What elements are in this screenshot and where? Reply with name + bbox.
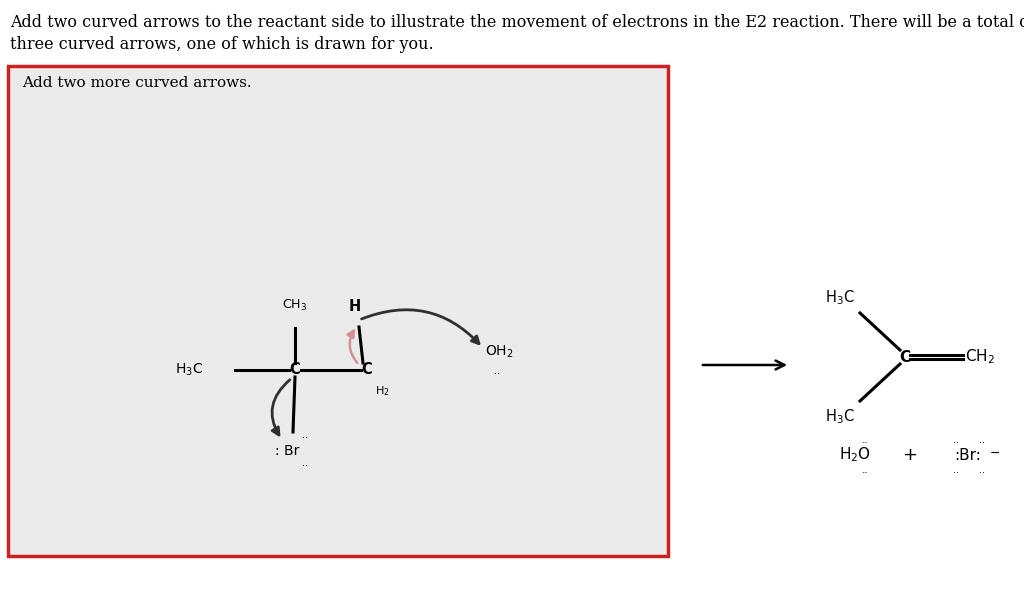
Bar xyxy=(22,108,654,546)
FancyArrowPatch shape xyxy=(361,310,479,344)
Text: ..: .. xyxy=(979,465,985,475)
Text: $\mathsf{CH_2}$: $\mathsf{CH_2}$ xyxy=(965,348,995,367)
Text: −: − xyxy=(990,447,1000,460)
Text: three curved arrows, one of which is drawn for you.: three curved arrows, one of which is dra… xyxy=(10,36,433,53)
Text: +: + xyxy=(902,446,918,464)
Text: $\mathsf{OH_2}$: $\mathsf{OH_2}$ xyxy=(485,344,514,360)
Text: H: H xyxy=(349,299,361,314)
Text: $\mathsf{H_3C}$: $\mathsf{H_3C}$ xyxy=(825,288,855,307)
Text: ..: .. xyxy=(861,465,868,475)
FancyArrowPatch shape xyxy=(347,330,357,363)
Text: $\mathsf{H_3C}$: $\mathsf{H_3C}$ xyxy=(825,407,855,426)
Text: ..: .. xyxy=(861,435,868,445)
Text: C: C xyxy=(290,362,300,378)
Text: C: C xyxy=(899,349,910,365)
Text: : Br: : Br xyxy=(275,444,299,458)
Text: Add two curved arrows to the reactant side to illustrate the movement of electro: Add two curved arrows to the reactant si… xyxy=(10,14,1024,31)
Text: :Br:: :Br: xyxy=(954,447,981,463)
Text: $\mathsf{CH_3}$: $\mathsf{CH_3}$ xyxy=(283,298,307,313)
Text: $\mathsf{H_3C}$: $\mathsf{H_3C}$ xyxy=(175,362,203,378)
Text: ..: .. xyxy=(953,465,959,475)
Text: ..: .. xyxy=(302,458,308,468)
Text: ..: .. xyxy=(953,435,959,445)
Text: Add two more curved arrows.: Add two more curved arrows. xyxy=(22,76,252,90)
Text: ..: .. xyxy=(494,366,500,376)
FancyArrowPatch shape xyxy=(272,380,290,435)
Text: C: C xyxy=(361,362,373,378)
Bar xyxy=(8,66,668,556)
Text: $\mathsf{H_2O}$: $\mathsf{H_2O}$ xyxy=(839,446,871,465)
Text: $\mathsf{H_2}$: $\mathsf{H_2}$ xyxy=(375,384,389,398)
Text: ..: .. xyxy=(979,435,985,445)
Text: ..: .. xyxy=(302,430,308,440)
